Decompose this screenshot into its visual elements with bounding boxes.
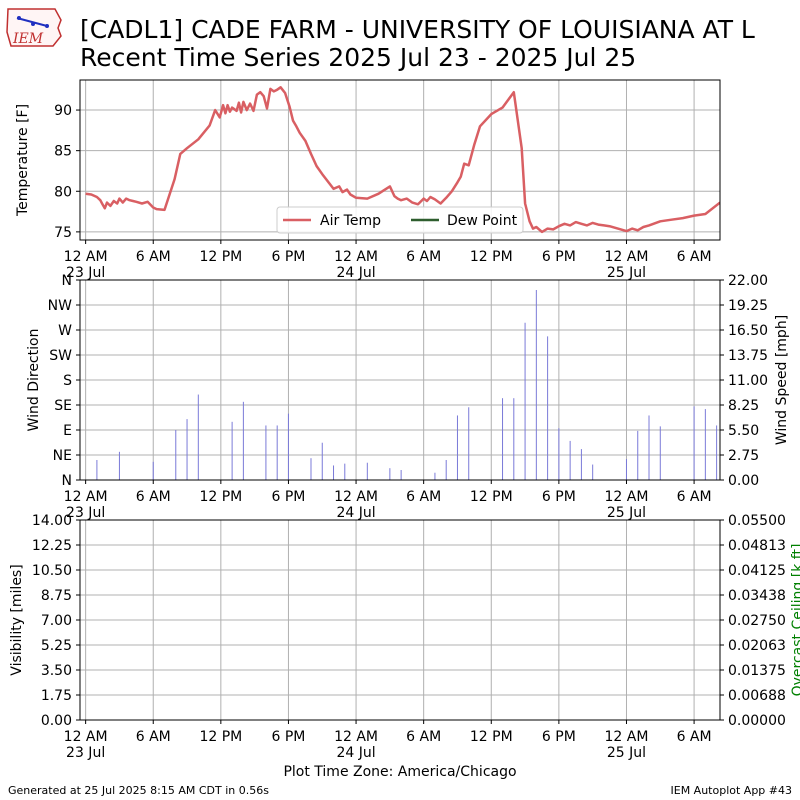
wind-speed-tick-label: 0.00 xyxy=(728,473,759,489)
x-tick-label: 6 PM xyxy=(542,249,576,265)
x-tick-label: 12 AM xyxy=(605,729,649,745)
x-date-label: 24 Jul xyxy=(336,265,375,281)
temperature-axis-label: Temperature [F] xyxy=(15,104,31,217)
x-date-label: 23 Jul xyxy=(66,745,105,761)
app-footer: IEM Autoplot App #43 xyxy=(670,784,793,797)
ceiling-tick-label: 0.00688 xyxy=(728,688,786,704)
x-date-label: 25 Jul xyxy=(607,265,646,281)
visibility-axis-label: Visibility [miles] xyxy=(9,564,25,675)
plot-frame xyxy=(79,519,721,721)
x-tick-label: 12 PM xyxy=(470,729,513,745)
y-tick-label: 85 xyxy=(54,144,72,160)
wind-direction-tick-label: N xyxy=(62,273,72,289)
wind-speed-tick-label: 13.75 xyxy=(728,348,768,364)
wind-direction-tick-label: E xyxy=(63,423,72,439)
ceiling-tick-label: 0.03438 xyxy=(728,588,786,604)
x-tick-label: 6 AM xyxy=(136,729,171,745)
wind-direction-tick-label: S xyxy=(63,373,72,389)
x-date-label: 24 Jul xyxy=(336,505,375,521)
visibility-tick-label: 10.50 xyxy=(32,563,72,579)
ceiling-tick-label: 0.02750 xyxy=(728,613,786,629)
chart-subtitle: Recent Time Series 2025 Jul 23 - 2025 Ju… xyxy=(80,43,637,72)
x-date-label: 25 Jul xyxy=(607,505,646,521)
x-tick-label: 6 PM xyxy=(272,729,306,745)
y-tick-label: 80 xyxy=(54,184,72,200)
x-tick-label: 6 AM xyxy=(406,729,441,745)
ceiling-tick-label: 0.04813 xyxy=(728,538,786,554)
x-date-label: 23 Jul xyxy=(66,505,105,521)
visibility-tick-label: 14.00 xyxy=(32,513,72,529)
visibility-tick-label: 1.75 xyxy=(41,688,72,704)
visibility-tick-label: 12.25 xyxy=(32,538,72,554)
wind-direction-tick-label: N xyxy=(62,473,72,489)
ceiling-tick-label: 0.05500 xyxy=(728,513,786,529)
x-tick-label: 6 AM xyxy=(677,249,712,265)
x-tick-label: 12 AM xyxy=(64,489,108,505)
x-date-label: 23 Jul xyxy=(66,265,105,281)
wind-direction-tick-label: NW xyxy=(48,298,72,314)
x-tick-label: 12 AM xyxy=(605,489,649,505)
x-tick-label: 6 AM xyxy=(677,729,712,745)
x-tick-label: 12 AM xyxy=(334,249,378,265)
x-tick-label: 12 PM xyxy=(199,729,242,745)
wind-speed-axis-label: Wind Speed [mph] xyxy=(774,315,790,445)
ceiling-axis-label: Overcast Ceiling [k ft] xyxy=(790,544,800,697)
ceiling-tick-label: 0.04125 xyxy=(728,563,786,579)
wind-speed-tick-label: 11.00 xyxy=(728,373,768,389)
wind-speed-tick-label: 5.50 xyxy=(728,423,759,439)
svg-text:IEM: IEM xyxy=(12,31,44,47)
x-tick-label: 6 PM xyxy=(272,489,306,505)
x-tick-label: 12 PM xyxy=(199,249,242,265)
wind-direction-tick-label: SE xyxy=(54,398,72,414)
x-date-label: 24 Jul xyxy=(336,745,375,761)
ceiling-tick-label: 0.00000 xyxy=(728,713,786,729)
plot-frame xyxy=(79,279,721,481)
x-tick-label: 12 AM xyxy=(64,729,108,745)
iem-logo: IEM xyxy=(5,6,65,50)
wind-speed-tick-label: 8.25 xyxy=(728,398,759,414)
ceiling-tick-label: 0.02063 xyxy=(728,638,786,654)
wind-direction-tick-label: SW xyxy=(49,348,72,364)
x-tick-label: 12 AM xyxy=(64,249,108,265)
visibility-tick-label: 7.00 xyxy=(41,613,72,629)
visibility-tick-label: 8.75 xyxy=(41,588,72,604)
x-tick-label: 6 AM xyxy=(677,489,712,505)
visibility-tick-label: 0.00 xyxy=(41,713,72,729)
y-tick-label: 75 xyxy=(54,225,72,241)
legend-label-air-temp: Air Temp xyxy=(320,213,381,229)
x-tick-label: 6 PM xyxy=(542,489,576,505)
wind-direction-tick-label: W xyxy=(58,323,72,339)
wind-speed-tick-label: 19.25 xyxy=(728,298,768,314)
air-temp-line xyxy=(85,86,720,234)
x-tick-label: 12 AM xyxy=(334,729,378,745)
x-date-label: 25 Jul xyxy=(607,745,646,761)
x-tick-label: 6 PM xyxy=(272,249,306,265)
wind-speed-tick-label: 2.75 xyxy=(728,448,759,464)
x-tick-label: 6 PM xyxy=(542,729,576,745)
x-tick-label: 12 AM xyxy=(334,489,378,505)
chart-title: [CADL1] CADE FARM - UNIVERSITY OF LOUISI… xyxy=(80,15,755,44)
x-tick-label: 6 AM xyxy=(136,249,171,265)
x-tick-label: 6 AM xyxy=(136,489,171,505)
generated-footer: Generated at 25 Jul 2025 8:15 AM CDT in … xyxy=(8,784,269,797)
wind-speed-tick-label: 22.00 xyxy=(728,273,768,289)
legend-box xyxy=(276,206,524,234)
legend-label-dew-point: Dew Point xyxy=(447,213,518,229)
x-tick-label: 6 AM xyxy=(406,249,441,265)
y-tick-label: 90 xyxy=(54,103,72,119)
wind-direction-tick-label: NE xyxy=(53,448,72,464)
x-tick-label: 6 AM xyxy=(406,489,441,505)
x-axis-label: Plot Time Zone: America/Chicago xyxy=(283,764,516,780)
visibility-tick-label: 5.25 xyxy=(41,638,72,654)
plot-frame xyxy=(79,79,721,241)
x-tick-label: 12 PM xyxy=(199,489,242,505)
visibility-tick-label: 3.50 xyxy=(41,663,72,679)
wind-speed-tick-label: 16.50 xyxy=(728,323,768,339)
x-tick-label: 12 PM xyxy=(470,249,513,265)
ceiling-tick-label: 0.01375 xyxy=(728,663,786,679)
wind-direction-axis-label: Wind Direction xyxy=(26,329,42,432)
x-tick-label: 12 AM xyxy=(605,249,649,265)
x-tick-label: 12 PM xyxy=(470,489,513,505)
